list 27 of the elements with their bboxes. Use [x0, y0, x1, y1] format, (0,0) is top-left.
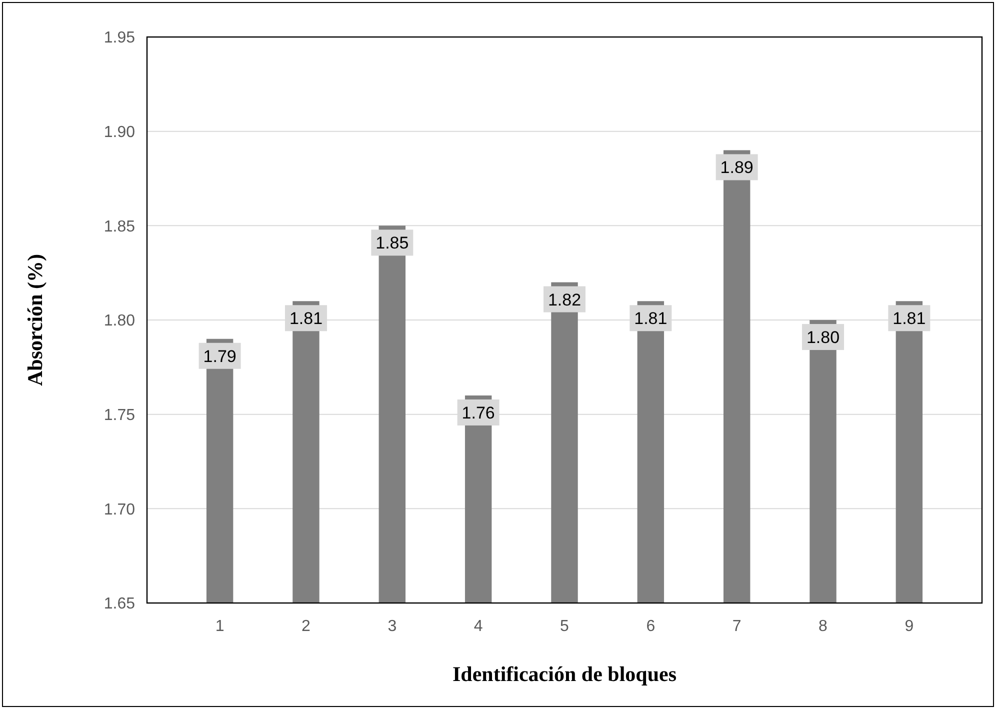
x-tick-label: 1	[215, 618, 224, 635]
x-tick-label: 9	[904, 618, 914, 635]
y-axis-title: Absorción (%)	[23, 254, 47, 386]
y-tick-label: 1.65	[104, 596, 136, 613]
data-label: 1.89	[720, 158, 754, 178]
x-tick-label: 8	[818, 618, 828, 635]
x-tick-label: 3	[388, 618, 397, 635]
x-tick-label: 4	[474, 618, 483, 635]
data-label: 1.79	[203, 346, 236, 366]
y-tick-label: 1.75	[104, 406, 136, 424]
data-label: 1.81	[634, 309, 668, 328]
x-tick-label: 5	[560, 618, 570, 635]
data-label: 1.80	[806, 328, 840, 347]
y-tick-label: 1.95	[104, 30, 136, 47]
x-axis-title: Identificación de bloques	[452, 662, 677, 686]
data-label: 1.85	[376, 234, 409, 253]
x-tick-label: 2	[302, 618, 311, 635]
x-tick-label: 7	[732, 618, 742, 635]
y-tick-label: 1.70	[104, 501, 136, 518]
y-tick-label: 1.80	[104, 312, 136, 330]
data-label: 1.82	[548, 290, 582, 310]
data-label: 1.81	[289, 309, 323, 328]
y-tick-label: 1.85	[104, 218, 136, 236]
data-label: 1.81	[892, 309, 926, 328]
y-tick-label: 1.90	[104, 124, 136, 141]
data-label: 1.76	[462, 403, 495, 422]
x-tick-label: 6	[646, 618, 656, 635]
